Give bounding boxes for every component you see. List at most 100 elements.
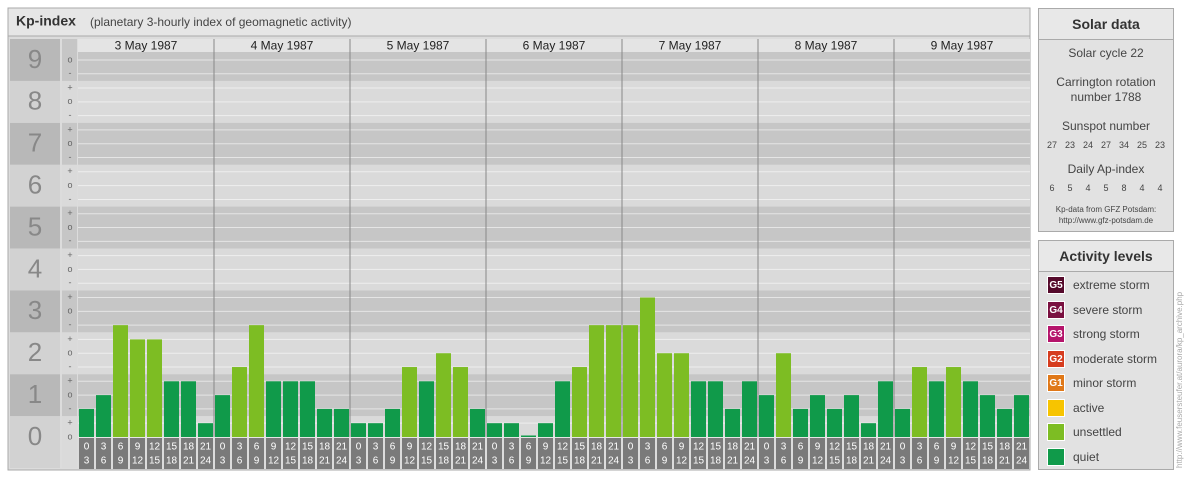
x-tick-label: 3 bbox=[373, 442, 379, 453]
y-minor-label: o bbox=[67, 306, 72, 316]
level-swatch: G3 bbox=[1047, 325, 1065, 344]
x-tick-label: 21 bbox=[319, 456, 331, 467]
hour-box bbox=[504, 438, 519, 469]
level-item: G5 extreme storm bbox=[1039, 273, 1173, 298]
x-tick-label: 24 bbox=[472, 456, 484, 467]
hour-box bbox=[113, 438, 128, 469]
axis-band bbox=[62, 80, 77, 123]
y-minor-label: - bbox=[69, 68, 72, 78]
y-minor-label: + bbox=[67, 376, 72, 386]
x-tick-label: 24 bbox=[744, 456, 756, 467]
day-label: 6 May 1987 bbox=[523, 39, 586, 53]
x-tick-label: 0 bbox=[356, 442, 362, 453]
hour-box bbox=[725, 438, 740, 469]
x-tick-label: 0 bbox=[900, 442, 906, 453]
bar bbox=[623, 325, 638, 437]
x-tick-label: 21 bbox=[472, 442, 484, 453]
y-minor-label: - bbox=[69, 320, 72, 330]
bar bbox=[521, 435, 536, 437]
x-tick-label: 21 bbox=[999, 456, 1011, 467]
hour-box bbox=[385, 438, 400, 469]
level-swatch: G4 bbox=[1047, 300, 1065, 319]
hour-box bbox=[759, 438, 774, 469]
x-tick-label: 9 bbox=[526, 456, 532, 467]
axis-band bbox=[10, 206, 60, 249]
level-label: moderate storm bbox=[1073, 351, 1158, 366]
x-tick-label: 15 bbox=[693, 456, 705, 467]
ap-value: 4 bbox=[1139, 183, 1145, 193]
ap-value: 5 bbox=[1103, 183, 1109, 193]
x-tick-label: 18 bbox=[982, 456, 994, 467]
hour-box bbox=[436, 438, 451, 469]
hour-box bbox=[572, 438, 587, 469]
hour-box bbox=[810, 438, 825, 469]
bar bbox=[980, 395, 995, 437]
level-label: unsettled bbox=[1073, 425, 1122, 440]
x-tick-label: 21 bbox=[727, 456, 739, 467]
y-minor-label: o bbox=[67, 138, 72, 148]
hour-box bbox=[147, 438, 162, 469]
bar bbox=[708, 381, 723, 437]
x-tick-label: 9 bbox=[135, 442, 141, 453]
level-swatch bbox=[1047, 447, 1065, 466]
x-tick-label: 3 bbox=[356, 456, 362, 467]
x-tick-label: 15 bbox=[710, 442, 722, 453]
y-minor-label: - bbox=[69, 194, 72, 204]
x-tick-label: 18 bbox=[183, 442, 195, 453]
x-tick-label: 18 bbox=[999, 442, 1011, 453]
bar bbox=[215, 395, 230, 437]
day-header bbox=[78, 39, 1030, 52]
sunspot-row: 27 23 24 27 34 25 23 bbox=[1043, 140, 1169, 150]
level-label: active bbox=[1073, 400, 1105, 415]
x-tick-label: 3 bbox=[237, 442, 243, 453]
bar bbox=[300, 381, 315, 437]
x-tick-label: 9 bbox=[254, 456, 260, 467]
hour-box bbox=[776, 438, 791, 469]
x-tick-label: 6 bbox=[645, 456, 651, 467]
y-tick-label: 4 bbox=[28, 253, 42, 283]
hour-box bbox=[487, 438, 502, 469]
bar bbox=[555, 381, 570, 437]
bar bbox=[164, 381, 179, 437]
hour-box bbox=[708, 438, 723, 469]
x-tick-label: 15 bbox=[829, 456, 841, 467]
level-swatch bbox=[1047, 423, 1065, 442]
x-tick-label: 12 bbox=[132, 456, 144, 467]
x-tick-label: 0 bbox=[84, 442, 90, 453]
axis-band bbox=[62, 332, 77, 375]
bar bbox=[1014, 395, 1029, 437]
y-tick-label: 6 bbox=[28, 170, 42, 200]
x-tick-label: 21 bbox=[455, 456, 467, 467]
ap-value: 8 bbox=[1121, 183, 1127, 193]
hour-box bbox=[266, 438, 281, 469]
bar bbox=[334, 408, 349, 437]
y-minor-label: o bbox=[67, 389, 72, 399]
x-tick-label: 21 bbox=[608, 442, 620, 453]
hour-box bbox=[844, 438, 859, 469]
bar bbox=[572, 367, 587, 437]
level-label: severe storm bbox=[1073, 302, 1143, 317]
bar bbox=[844, 395, 859, 437]
y-tick-label: 2 bbox=[28, 337, 42, 367]
x-tick-label: 6 bbox=[798, 442, 804, 453]
x-tick-label: 21 bbox=[591, 456, 603, 467]
x-tick-label: 9 bbox=[951, 442, 957, 453]
axis-band bbox=[10, 122, 60, 165]
y-minor-label: o bbox=[67, 222, 72, 232]
level-item: G2 moderate storm bbox=[1039, 347, 1173, 372]
x-tick-label: 15 bbox=[421, 456, 433, 467]
bar bbox=[147, 339, 162, 437]
x-tick-label: 6 bbox=[526, 442, 532, 453]
axis-band bbox=[10, 39, 60, 81]
hour-box bbox=[861, 438, 876, 469]
hour-box bbox=[742, 438, 757, 469]
chart-subtitle: (planetary 3-hourly index of geomagnetic… bbox=[90, 15, 351, 29]
level-list: G5 extreme storm G4 severe storm G3 strong st… bbox=[1039, 272, 1173, 469]
axis-band bbox=[62, 248, 77, 291]
x-tick-label: 21 bbox=[200, 442, 212, 453]
x-tick-label: 18 bbox=[438, 456, 450, 467]
x-tick-label: 0 bbox=[628, 442, 634, 453]
solar-panel: Solar data Solar cycle 22 Carrington rot… bbox=[1038, 8, 1174, 232]
